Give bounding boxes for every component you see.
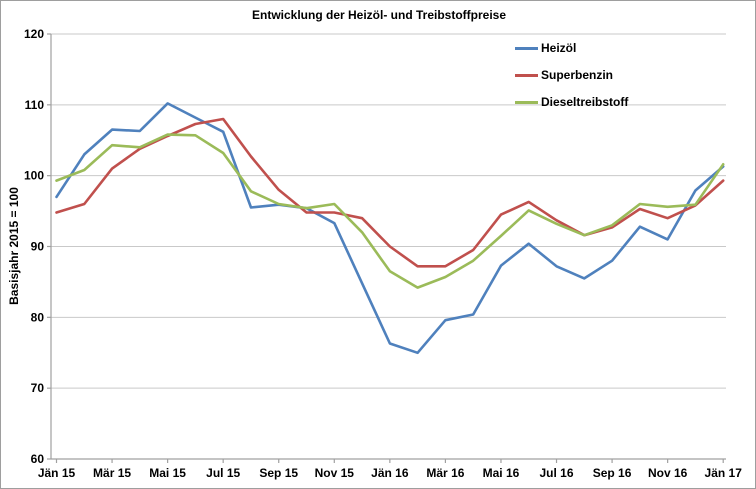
x-axis-tick-label: Mär 16 xyxy=(426,466,464,480)
legend-item-dieseltreibstoff: Dieseltreibstoff xyxy=(515,95,628,109)
y-axis-tick-label: 100 xyxy=(24,169,44,183)
y-axis-tick-label: 90 xyxy=(31,240,45,254)
x-axis-tick-label: Jän 17 xyxy=(705,466,743,480)
x-axis-tick-label: Nov 16 xyxy=(648,466,688,480)
legend-label-heizoel: Heizöl xyxy=(541,41,577,55)
chart-title: Entwicklung der Heizöl- und Treibstoffpr… xyxy=(251,8,507,22)
x-axis-tick-label: Nov 15 xyxy=(315,466,355,480)
legend-item-heizoel: Heizöl xyxy=(515,41,628,55)
legend-swatch-dieseltreibstoff-icon xyxy=(515,100,538,104)
legend-item-superbenzin: Superbenzin xyxy=(515,68,628,82)
x-axis-tick-label: Jul 16 xyxy=(540,466,574,480)
x-axis-tick-label: Sep 16 xyxy=(593,466,632,480)
legend-label-dieseltreibstoff: Dieseltreibstoff xyxy=(541,95,629,109)
x-axis-tick-label: Jän 15 xyxy=(38,466,76,480)
series-line-dieseltreibstoff xyxy=(55,133,725,289)
legend-swatch-heizoel-icon xyxy=(515,46,538,50)
x-axis-tick-label: Jän 16 xyxy=(371,466,409,480)
legend-swatch-superbenzin-icon xyxy=(515,73,538,77)
legend-label-superbenzin: Superbenzin xyxy=(541,68,614,82)
y-axis-tick-label: 80 xyxy=(31,310,45,324)
x-axis-tick-label: Mär 15 xyxy=(93,466,131,480)
y-axis-tick-label: 110 xyxy=(25,98,45,112)
x-axis-tick-label: Jul 15 xyxy=(206,466,240,480)
x-axis-tick-label: Sep 15 xyxy=(259,466,298,480)
y-axis-tick-label: 60 xyxy=(31,452,45,466)
legend: Heizöl Superbenzin Dieseltreibstoff xyxy=(515,41,628,122)
x-axis-tick-label: Mai 16 xyxy=(483,466,520,480)
series-line-heizl xyxy=(55,102,725,355)
x-axis-tick-label: Mai 15 xyxy=(149,466,186,480)
y-axis-tick-label: 70 xyxy=(31,381,45,395)
y-axis-tick-label: 120 xyxy=(24,27,44,41)
